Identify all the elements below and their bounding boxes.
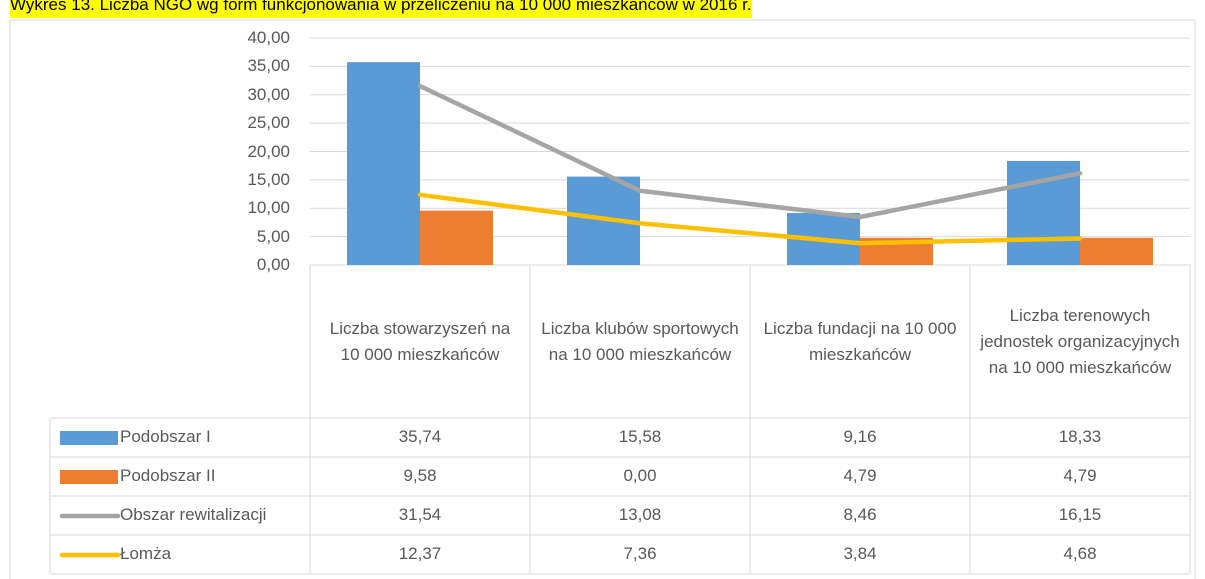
y-tick-label: 30,00 (247, 84, 290, 104)
category-label: Liczba klubów sportowych na 10 000 miesz… (541, 318, 739, 364)
y-tick-label: 5,00 (256, 226, 290, 246)
chart-title: Wykres 13. Liczba NGO wg form funkcjonow… (10, 0, 752, 18)
bar (347, 62, 420, 265)
value-label: 0,00 (623, 466, 657, 485)
y-tick-label: 15,00 (247, 169, 290, 189)
y-tick-label: 20,00 (247, 141, 290, 161)
line (417, 192, 1083, 246)
legend-label: Podobszar I (120, 427, 211, 446)
category-label: Liczba stowarzyszeń na 10 000 mieszkańcó… (329, 318, 511, 364)
bar (1080, 237, 1153, 265)
value-label: 35,74 (398, 427, 442, 446)
y-tick-label: 0,00 (256, 255, 290, 274)
y-tick-label: 25,00 (247, 113, 290, 133)
legend-label: Podobszar II (120, 466, 216, 485)
value-label: 4,79 (843, 466, 877, 485)
value-label: 7,36 (623, 544, 657, 563)
y-tick-label: 40,00 (247, 28, 290, 47)
y-tick-label: 10,00 (247, 198, 290, 218)
legend-label: Obszar rewitalizacji (120, 505, 267, 524)
legend-key (60, 470, 118, 484)
value-label: 9,16 (843, 427, 877, 446)
value-label: 9,58 (403, 466, 437, 485)
value-label: 15,58 (618, 427, 662, 446)
value-label: 18,33 (1058, 427, 1102, 446)
bar (420, 210, 493, 265)
legend-label: Łomża (120, 544, 172, 563)
legend-key (60, 431, 118, 445)
chart-border (9, 19, 1196, 579)
value-label: 4,68 (1063, 544, 1097, 563)
value-label: 8,46 (843, 505, 877, 524)
value-label: 12,37 (398, 544, 442, 563)
value-label: 4,79 (1063, 466, 1097, 485)
category-label: Liczba fundacji na 10 000 mieszkańców (763, 318, 957, 364)
value-label: 16,15 (1058, 505, 1102, 524)
value-label: 3,84 (843, 544, 877, 563)
value-label: 31,54 (398, 505, 442, 524)
line (417, 83, 1083, 220)
value-label: 13,08 (618, 505, 662, 524)
y-tick-label: 35,00 (247, 56, 290, 76)
category-label: Liczba terenowych jednostek organizacyjn… (980, 305, 1180, 377)
